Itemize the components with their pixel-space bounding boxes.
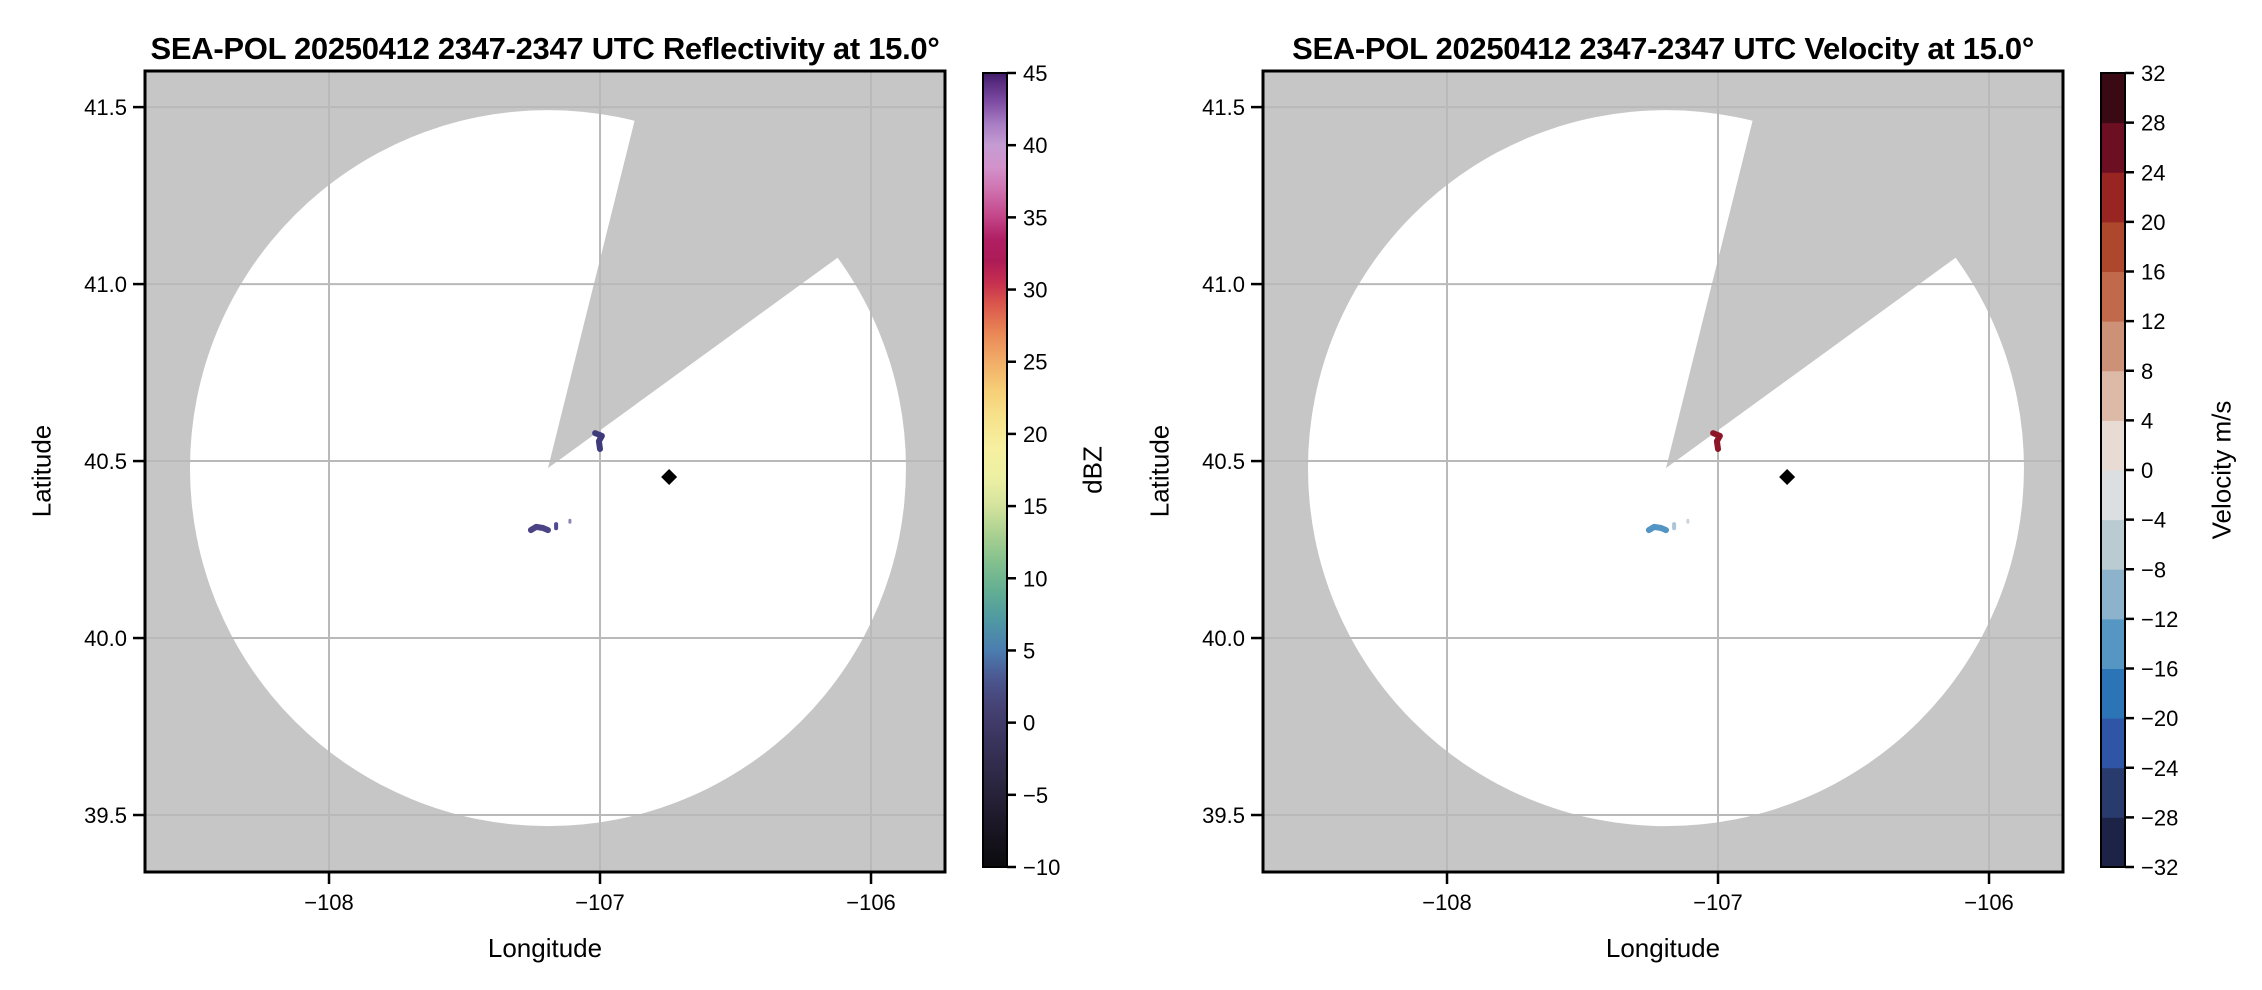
colorbar-reflectivity <box>983 73 1007 867</box>
colorbar-tick-label: 28 <box>2141 111 2165 136</box>
colorbar-tick-label: 30 <box>1023 278 1047 303</box>
colorbar-tick-label: 15 <box>1023 494 1047 519</box>
echo-cell-north <box>1710 430 1723 452</box>
colorbar-tick-label: 20 <box>2141 210 2165 235</box>
colorbar-tick-label: 40 <box>1023 133 1047 158</box>
x-tick-label: −106 <box>846 890 896 915</box>
colorbar-tick-label: 8 <box>2141 359 2153 384</box>
colorbar-segment <box>2101 122 2125 173</box>
y-tick-label: 41.0 <box>1202 272 1245 297</box>
y-tick-label: 40.0 <box>84 626 127 651</box>
y-tick-label: 39.5 <box>1202 803 1245 828</box>
colorbar-segment <box>2101 321 2125 372</box>
echo-cell-southwest <box>527 523 551 534</box>
colorbar-tick-label: −4 <box>2141 508 2166 533</box>
site-marker-diamond <box>661 468 678 485</box>
colorbar-segment <box>2101 618 2125 669</box>
colorbar-segment <box>2101 767 2125 818</box>
y-tick-label: 41.5 <box>84 95 127 120</box>
colorbar-segment <box>2101 370 2125 421</box>
x-tick-label: −106 <box>1964 890 2014 915</box>
colorbar-segment <box>2101 569 2125 620</box>
colorbar-tick-label: −12 <box>2141 607 2178 632</box>
reflectivity-y-axis-label: Latitude <box>26 424 57 518</box>
colorbar-tick-label: 25 <box>1023 350 1047 375</box>
y-tick-label: 40.5 <box>84 449 127 474</box>
colorbar-segment <box>2101 519 2125 570</box>
panel-velocity: −108 −107 −106 39.5 40.0 40.5 41.0 41.5 −32 −28 −2… <box>1202 61 2178 915</box>
colorbar-segment <box>2101 420 2125 471</box>
missing-sector-wedge <box>547 89 864 469</box>
colorbar-tick-label: −16 <box>2141 657 2178 682</box>
colorbar-segment <box>2101 221 2125 272</box>
colorbar-segment <box>2101 718 2125 769</box>
colorbar-tick-label: 16 <box>2141 260 2165 285</box>
colorbar-tick-label: 32 <box>2141 61 2165 86</box>
colorbar-tick-label: −20 <box>2141 706 2178 731</box>
y-tick-label: 40.5 <box>1202 449 1245 474</box>
colorbar-tick-label: −24 <box>2141 756 2178 781</box>
colorbar-outline <box>982 72 1008 868</box>
colorbar-tick-label: 10 <box>1023 566 1047 591</box>
colorbar-tick-label: 35 <box>1023 205 1047 230</box>
colorbar-tick-label: 20 <box>1023 422 1047 447</box>
missing-sector-wedge <box>1665 89 1982 469</box>
reflectivity-panel-title: SEA-POL 20250412 2347-2347 UTC Reflectiv… <box>150 31 940 66</box>
velocity-colorbar-label: Velocity m/s <box>2206 400 2237 540</box>
reflectivity-colorbar-label: dBZ <box>1077 446 1108 494</box>
x-tick-label: −107 <box>575 890 625 915</box>
reflectivity-x-axis-label: Longitude <box>487 933 603 963</box>
y-tick-label: 40.0 <box>1202 626 1245 651</box>
panel-reflectivity: −108 −107 −106 39.5 40.0 40.5 41.0 41.5 −10 −5 0 5 1… <box>84 61 1060 915</box>
colorbar-tick-label: −5 <box>1023 783 1048 808</box>
colorbar-tick-label: 4 <box>2141 408 2153 433</box>
colorbar-tick-label: −10 <box>1023 855 1060 880</box>
colorbar-tick-label: 0 <box>2141 458 2153 483</box>
x-tick-label: −107 <box>1693 890 1743 915</box>
site-marker-diamond <box>1779 468 1796 485</box>
colorbar-tick-label: 45 <box>1023 61 1047 86</box>
y-tick-label: 39.5 <box>84 803 127 828</box>
velocity-y-axis-label: Latitude <box>1144 424 1175 518</box>
colorbar-tick-label: 5 <box>1023 638 1035 663</box>
echo-cell-north <box>592 430 605 452</box>
velocity-panel-title: SEA-POL 20250412 2347-2347 UTC Velocity … <box>1292 31 2034 66</box>
colorbar-segment <box>2101 271 2125 322</box>
colorbar-segment <box>2101 817 2125 868</box>
colorbar-segment <box>2101 172 2125 223</box>
colorbar-tick-label: 0 <box>1023 711 1035 736</box>
colorbar-segment <box>2101 668 2125 719</box>
colorbar-tick-label: 24 <box>2141 160 2165 185</box>
x-tick-label: −108 <box>304 890 354 915</box>
axes-spines <box>143 69 947 874</box>
colorbar-tick-label: −32 <box>2141 855 2178 880</box>
colorbar-tick-label: −28 <box>2141 805 2178 830</box>
colorbar-segment <box>2101 73 2125 124</box>
velocity-x-axis-label: Longitude <box>1605 933 1721 963</box>
axes-spines <box>1261 69 2065 874</box>
colorbar-tick-label: 12 <box>2141 309 2165 334</box>
colorbar-tick-label: −8 <box>2141 557 2166 582</box>
y-tick-label: 41.0 <box>84 272 127 297</box>
y-tick-label: 41.5 <box>1202 95 1245 120</box>
colorbar-segment <box>2101 470 2125 521</box>
echo-cell-southwest <box>1645 523 1669 534</box>
x-tick-label: −108 <box>1422 890 1472 915</box>
